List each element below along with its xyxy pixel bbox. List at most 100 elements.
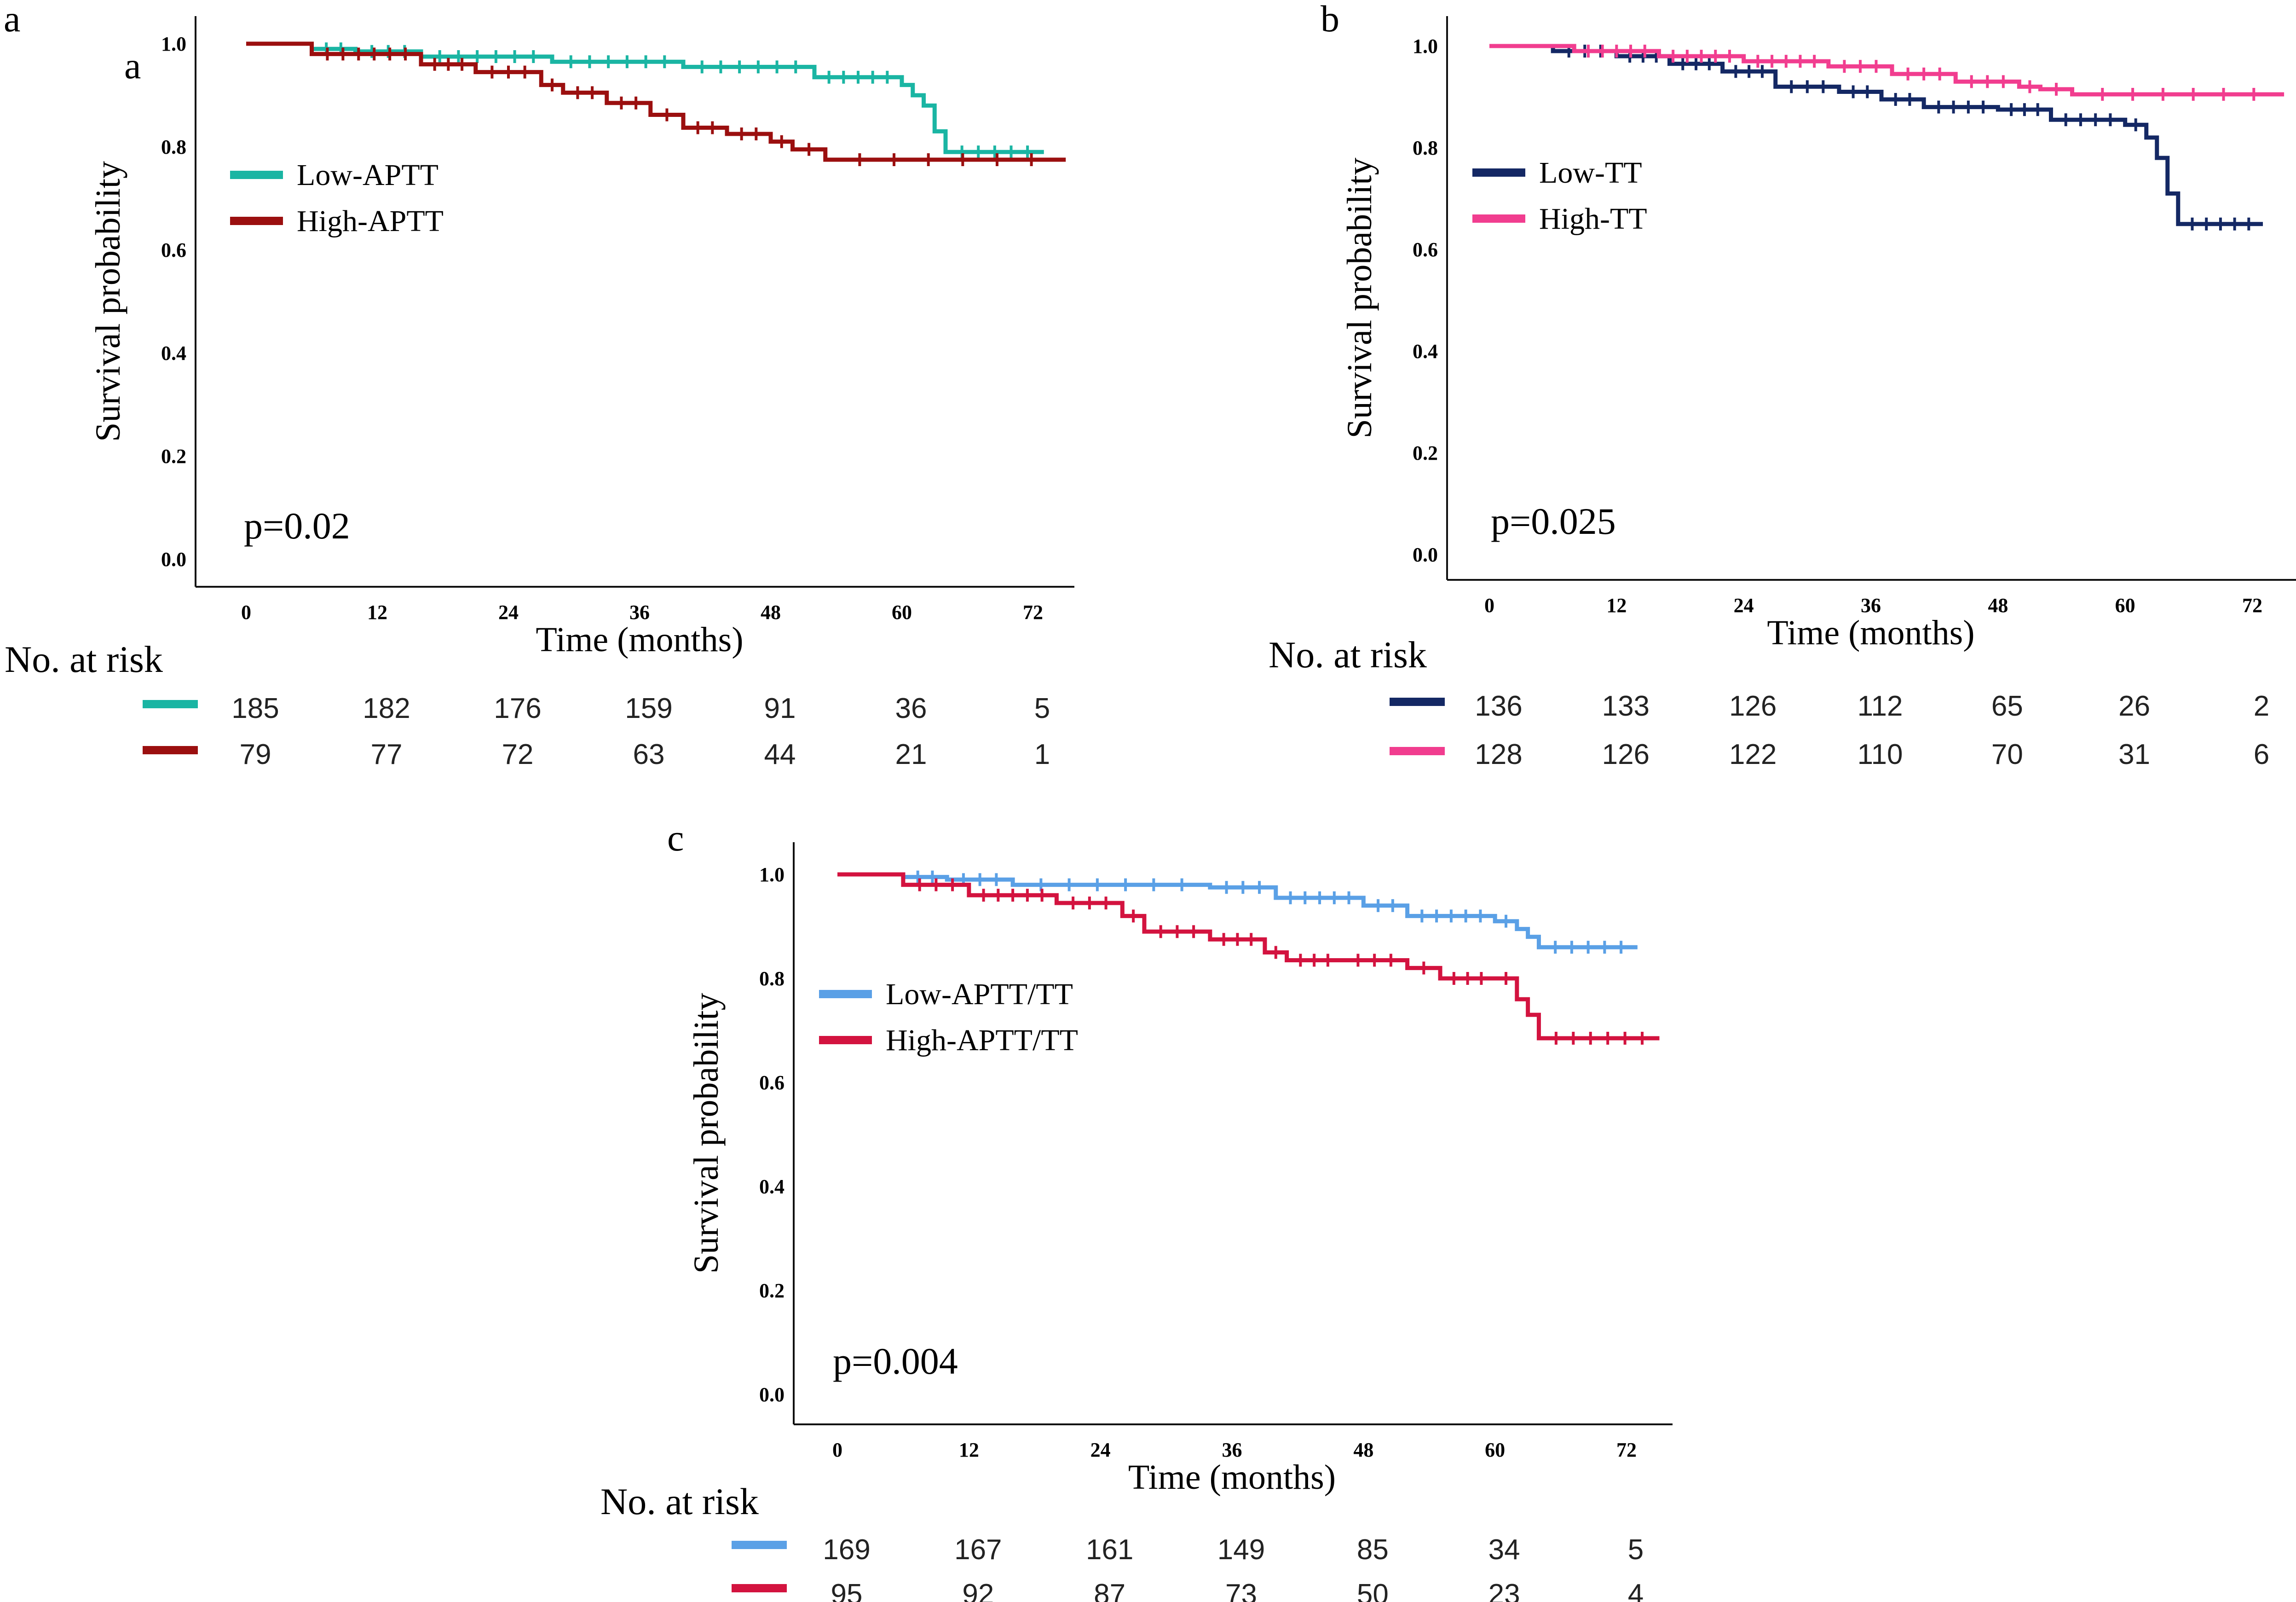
x-tick-label: 48	[1988, 594, 2008, 617]
risk-count: 87	[1094, 1579, 1125, 1602]
survival-curve-2	[246, 41, 1066, 162]
y-tick-label: 0.8	[1413, 137, 1438, 159]
risk-table-title: No. at risk	[600, 1481, 759, 1522]
y-tick-label: 0.2	[161, 445, 186, 468]
y-tick-label: 0.6	[1413, 238, 1438, 261]
y-axis-title: Survival probability	[89, 161, 127, 442]
risk-count: 112	[1858, 690, 1903, 722]
x-tick-label: 24	[1734, 594, 1754, 617]
legend-label-1: Low-APTT/TT	[886, 977, 1073, 1011]
risk-count: 149	[1217, 1534, 1265, 1566]
risk-count: 185	[231, 693, 279, 724]
panel-b: b 0.0 0.2 0.4 0.6 0.8 1.0 0 12 24 36 48 60 72 Survival…	[1269, 0, 2296, 770]
risk-count: 95	[831, 1579, 863, 1602]
risk-count: 26	[2118, 690, 2150, 722]
x-tick-label: 72	[1023, 601, 1043, 624]
risk-count: 167	[954, 1534, 1002, 1566]
risk-count: 92	[962, 1579, 994, 1602]
x-tick-label: 60	[1485, 1439, 1505, 1461]
risk-count: 122	[1729, 739, 1777, 770]
risk-count: 133	[1602, 690, 1650, 722]
risk-count: 21	[895, 739, 927, 770]
y-tick-label: 1.0	[1413, 35, 1438, 58]
y-axis-title: Survival probability	[687, 993, 726, 1273]
x-tick-label: 24	[498, 601, 519, 624]
risk-count: 23	[1488, 1579, 1520, 1602]
y-tick-label: 0.6	[759, 1071, 785, 1094]
y-tick-label: 0.4	[161, 342, 186, 364]
y-tick-label: 0.4	[1413, 340, 1438, 363]
x-tick-label: 48	[761, 601, 781, 624]
panel-c: c 0.0 0.2 0.4 0.6 0.8 1.0 0 12 24 36 48 60 72 Survival…	[600, 817, 1673, 1602]
risk-count: 136	[1475, 690, 1522, 722]
y-tick-label: 0.4	[759, 1175, 785, 1198]
x-tick-label: 72	[2242, 594, 2262, 617]
x-tick-label: 60	[892, 601, 912, 624]
survival-curve-2	[837, 872, 1660, 1041]
p-value: p=0.004	[833, 1340, 958, 1382]
x-tick-label: 36	[629, 601, 650, 624]
risk-count: 126	[1602, 739, 1650, 770]
risk-count: 5	[1034, 693, 1050, 724]
x-tick-label: 48	[1353, 1439, 1373, 1461]
panel-a: a a 0.0 0.2 0.4 0.6 0.8 1.0 0 12 24 36 48 60 72 Surviva…	[4, 0, 1074, 770]
y-tick-label: 0.8	[161, 136, 186, 158]
x-tick-label: 12	[959, 1439, 979, 1461]
y-tick-label: 1.0	[161, 33, 186, 55]
risk-count: 176	[494, 693, 541, 724]
risk-count: 91	[764, 693, 796, 724]
risk-count: 34	[1488, 1534, 1520, 1566]
p-value: p=0.02	[244, 505, 350, 547]
x-axis-title: Time (months)	[1767, 613, 1974, 652]
x-axis-title: Time (months)	[536, 620, 743, 659]
x-tick-label: 12	[367, 601, 387, 624]
y-tick-label: 0.0	[161, 548, 186, 571]
survival-curve-1	[246, 41, 1044, 154]
y-tick-label: 0.2	[759, 1279, 785, 1302]
panel-letter: c	[667, 817, 684, 859]
x-tick-label: 0	[832, 1439, 842, 1461]
legend-label-2: High-APTT	[297, 204, 444, 238]
risk-count: 5	[1628, 1534, 1644, 1566]
survival-curve-1	[837, 872, 1638, 949]
risk-count: 6	[2254, 739, 2269, 770]
x-tick-label: 24	[1090, 1439, 1111, 1461]
x-tick-label: 60	[2115, 594, 2135, 617]
risk-count: 79	[240, 739, 271, 770]
risk-count: 182	[363, 693, 410, 724]
y-tick-label: 0.6	[161, 239, 186, 261]
risk-table-title: No. at risk	[5, 638, 163, 680]
x-tick-label: 36	[1222, 1439, 1242, 1461]
y-tick-label: 0.0	[759, 1383, 785, 1406]
x-tick-label: 12	[1606, 594, 1627, 617]
risk-count: 36	[895, 693, 927, 724]
legend-label-1: Low-APTT	[297, 158, 438, 192]
panel-letter: a	[4, 0, 20, 40]
x-axis-title: Time (months)	[1128, 1458, 1336, 1497]
y-tick-label: 0.0	[1413, 544, 1438, 566]
y-axis-title: Survival probability	[1340, 157, 1379, 438]
risk-count: 85	[1357, 1534, 1389, 1566]
x-tick-label: 0	[241, 601, 251, 624]
risk-count: 4	[1628, 1579, 1644, 1602]
risk-count: 73	[1225, 1579, 1257, 1602]
risk-count: 128	[1475, 739, 1522, 770]
risk-count: 70	[1991, 739, 2023, 770]
risk-count: 2	[2254, 690, 2269, 722]
risk-count: 50	[1357, 1579, 1389, 1602]
x-tick-label: 36	[1861, 594, 1881, 617]
p-value: p=0.025	[1491, 500, 1616, 542]
risk-count: 110	[1858, 739, 1903, 770]
x-tick-label: 72	[1616, 1439, 1637, 1461]
risk-count: 159	[625, 693, 672, 724]
y-tick-label: 0.8	[759, 967, 785, 990]
legend-label-2: High-APTT/TT	[886, 1024, 1078, 1057]
legend-label-1: Low-TT	[1539, 156, 1642, 190]
risk-count: 72	[502, 739, 534, 770]
risk-count: 1	[1034, 739, 1050, 770]
x-tick-label: 0	[1484, 594, 1494, 617]
risk-count: 65	[1991, 690, 2023, 722]
legend-label-2: High-TT	[1539, 202, 1647, 236]
y-tick-label: 1.0	[759, 863, 785, 886]
